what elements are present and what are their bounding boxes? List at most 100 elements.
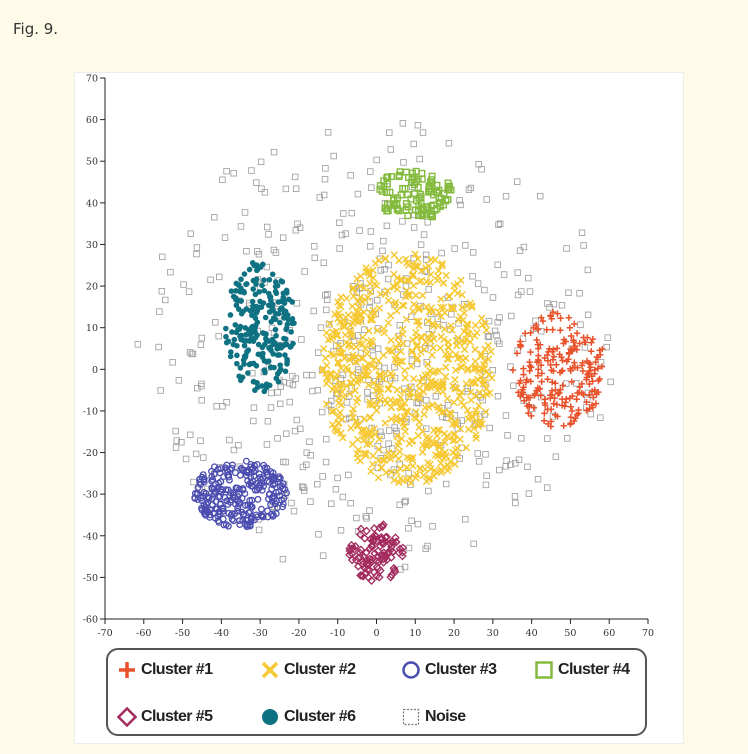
data-point xyxy=(366,413,375,422)
data-point xyxy=(236,471,244,479)
data-point xyxy=(441,325,449,333)
data-point xyxy=(566,324,573,331)
data-point xyxy=(418,374,427,382)
data-point xyxy=(531,392,538,399)
noise-point xyxy=(339,493,347,501)
data-point xyxy=(444,466,452,475)
data-point xyxy=(273,290,280,297)
data-point xyxy=(387,415,395,423)
data-point xyxy=(528,412,535,420)
data-point xyxy=(400,412,409,421)
noise-point xyxy=(597,414,604,421)
noise-point xyxy=(502,193,510,200)
y-tick-label: 40 xyxy=(86,198,98,209)
noise-point xyxy=(314,386,322,394)
legend-item-cluster-6: Cluster #6 xyxy=(259,706,356,728)
noise-point xyxy=(215,332,222,340)
data-point xyxy=(465,410,474,419)
noise-point xyxy=(386,129,393,136)
data-point xyxy=(407,479,415,487)
data-point xyxy=(349,284,358,292)
data-point xyxy=(336,408,344,417)
data-point xyxy=(241,342,248,349)
noise-point xyxy=(502,412,510,419)
data-point xyxy=(434,452,442,460)
noise-point xyxy=(216,273,223,281)
data-point xyxy=(349,405,358,413)
data-point xyxy=(567,421,574,428)
data-point xyxy=(423,440,431,449)
noise-point xyxy=(223,167,230,175)
data-point xyxy=(369,379,378,387)
noise-point xyxy=(546,304,553,311)
noise-point xyxy=(159,253,166,261)
data-point xyxy=(373,326,382,335)
noise-point xyxy=(367,228,375,235)
y-tick-label: 50 xyxy=(86,157,98,168)
y-tick-label: 10 xyxy=(86,323,98,334)
noise-point xyxy=(193,250,200,258)
noise-point xyxy=(286,380,293,387)
data-point xyxy=(240,357,247,363)
data-point xyxy=(437,295,445,303)
noise-point xyxy=(194,384,201,392)
noise-point xyxy=(526,288,534,295)
figure-panel: -70 -60 -50 -40 -30 -20 -10 0 10 20 30 40 50 60 70 70 60… xyxy=(74,72,684,744)
data-point xyxy=(246,266,253,273)
noise-point xyxy=(475,458,483,465)
data-point xyxy=(201,508,209,516)
data-point xyxy=(432,367,440,376)
noise-point xyxy=(558,302,566,309)
data-point xyxy=(365,360,373,368)
noise-point xyxy=(297,425,304,433)
data-point xyxy=(557,327,564,334)
data-point xyxy=(434,403,442,411)
data-point xyxy=(247,307,254,314)
noise-point xyxy=(307,498,314,505)
noise-point xyxy=(330,152,337,160)
data-point xyxy=(395,339,403,348)
data-point xyxy=(543,326,550,333)
noise-point xyxy=(379,247,386,255)
data-point xyxy=(509,366,517,374)
noise-point xyxy=(230,170,237,177)
noise-point xyxy=(565,289,572,297)
noise-point xyxy=(444,402,452,409)
data-point xyxy=(544,406,551,413)
legend-item-noise: Noise xyxy=(400,706,466,728)
noise-point xyxy=(286,398,293,406)
data-point xyxy=(419,471,428,480)
noise-point xyxy=(323,435,330,443)
data-point xyxy=(408,453,417,462)
noise-point xyxy=(298,336,305,343)
data-point xyxy=(450,398,458,407)
data-point xyxy=(279,503,287,511)
noise-point xyxy=(422,425,430,432)
noise-point xyxy=(328,397,335,405)
noise-point xyxy=(604,334,611,341)
data-point xyxy=(460,401,468,410)
noise-point xyxy=(460,300,468,308)
plus-marker-icon xyxy=(119,662,135,678)
data-point xyxy=(393,280,402,289)
data-point xyxy=(417,267,426,275)
data-point xyxy=(335,419,343,427)
data-point xyxy=(592,400,600,407)
noise-point xyxy=(303,371,310,379)
data-point xyxy=(442,271,450,280)
noise-point xyxy=(198,382,205,390)
data-point xyxy=(346,389,354,398)
data-point xyxy=(428,172,436,180)
data-point xyxy=(417,193,425,201)
noise-point xyxy=(316,194,324,201)
noise-point xyxy=(291,173,299,181)
data-point xyxy=(550,400,557,407)
data-point xyxy=(371,430,380,438)
x-tick-label: -30 xyxy=(252,628,267,639)
data-point xyxy=(380,183,388,191)
noise-point xyxy=(200,454,207,461)
noise-point xyxy=(524,463,531,471)
data-point xyxy=(394,441,402,450)
data-point xyxy=(254,495,262,503)
data-point xyxy=(215,518,223,526)
